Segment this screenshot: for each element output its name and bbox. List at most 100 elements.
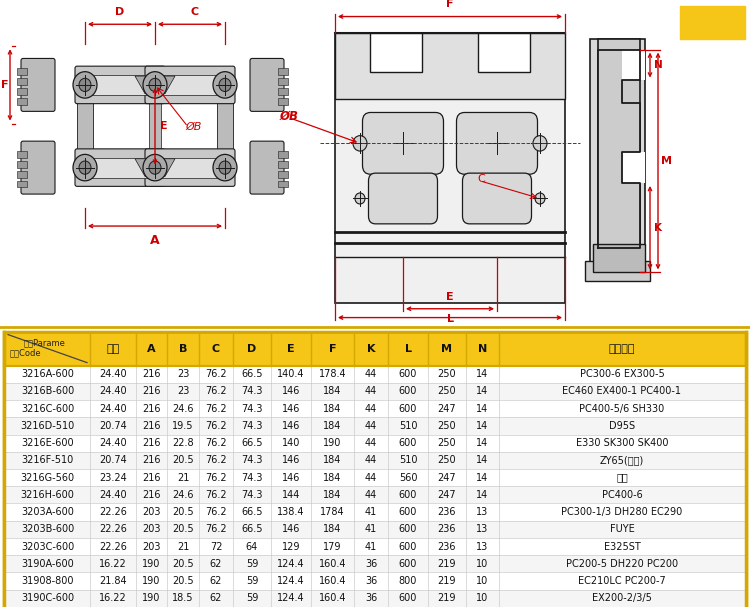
Text: 3203B-600: 3203B-600: [21, 524, 74, 534]
Text: 600: 600: [399, 438, 417, 448]
Text: B: B: [178, 344, 188, 354]
Text: 14: 14: [476, 404, 489, 414]
Text: 72: 72: [210, 541, 222, 552]
Text: ØB: ØB: [280, 109, 299, 122]
Text: 66.5: 66.5: [242, 438, 262, 448]
Bar: [4, 365, 746, 383]
Text: 179: 179: [323, 541, 342, 552]
Text: A: A: [147, 344, 156, 354]
Text: 20.5: 20.5: [172, 558, 194, 569]
Text: N: N: [654, 60, 663, 70]
Bar: [278, 69, 288, 75]
Text: 66.5: 66.5: [242, 507, 262, 517]
Text: 160.4: 160.4: [319, 576, 346, 586]
Text: ØB: ØB: [185, 122, 201, 132]
Bar: [217, 99, 233, 154]
Text: 216: 216: [142, 473, 160, 483]
Bar: [4, 572, 746, 589]
Text: 20.5: 20.5: [172, 455, 194, 466]
Bar: [278, 78, 288, 85]
Text: 203: 203: [142, 541, 160, 552]
Text: ZY65(黄河): ZY65(黄河): [600, 455, 644, 466]
Bar: [85, 75, 155, 95]
Text: PC300-6 EX300-5: PC300-6 EX300-5: [580, 369, 664, 379]
Text: 44: 44: [364, 473, 377, 483]
Text: 24.40: 24.40: [99, 490, 127, 500]
Text: 44: 44: [364, 490, 377, 500]
Bar: [278, 151, 288, 158]
Bar: [278, 98, 288, 105]
Bar: [4, 555, 746, 572]
Text: 44: 44: [364, 369, 377, 379]
Text: 250: 250: [438, 421, 456, 431]
Text: L: L: [446, 314, 454, 324]
Text: 146: 146: [282, 473, 300, 483]
Bar: [335, 33, 565, 304]
FancyBboxPatch shape: [368, 173, 437, 224]
Text: 76.2: 76.2: [206, 404, 226, 414]
Text: C: C: [478, 174, 485, 184]
Text: 24.6: 24.6: [172, 490, 194, 500]
Bar: [593, 243, 645, 273]
Text: 144: 144: [282, 490, 300, 500]
Text: 24.40: 24.40: [99, 438, 127, 448]
Bar: [77, 99, 93, 154]
Bar: [4, 521, 746, 538]
Bar: [4, 469, 746, 486]
Circle shape: [149, 161, 161, 174]
Text: 22.8: 22.8: [172, 438, 194, 448]
Bar: [4, 331, 746, 365]
Bar: [4, 589, 746, 607]
Polygon shape: [135, 76, 175, 93]
Text: 600: 600: [399, 369, 417, 379]
Text: 190: 190: [142, 593, 160, 603]
Text: 160.4: 160.4: [319, 558, 346, 569]
Text: 600: 600: [399, 558, 417, 569]
Polygon shape: [598, 50, 640, 248]
Bar: [585, 262, 650, 281]
Text: 24.40: 24.40: [99, 404, 127, 414]
Text: 44: 44: [364, 438, 377, 448]
Text: 216: 216: [142, 421, 160, 431]
Text: 247: 247: [438, 490, 456, 500]
Text: PC400-6: PC400-6: [602, 490, 642, 500]
Circle shape: [355, 193, 365, 204]
Bar: [4, 400, 746, 417]
Text: 31908-800: 31908-800: [21, 576, 74, 586]
Text: M: M: [442, 344, 452, 354]
Circle shape: [73, 154, 97, 181]
Text: 76.2: 76.2: [206, 490, 226, 500]
Text: 36: 36: [364, 576, 377, 586]
Text: 14: 14: [476, 387, 489, 396]
Circle shape: [213, 72, 237, 98]
Text: D95S: D95S: [609, 421, 635, 431]
Text: 184: 184: [323, 524, 342, 534]
Text: 219: 219: [438, 593, 456, 603]
Text: 24.6: 24.6: [172, 404, 194, 414]
Text: 3216A-600: 3216A-600: [21, 369, 74, 379]
Bar: [4, 417, 746, 435]
Text: EC210LC PC200-7: EC210LC PC200-7: [578, 576, 666, 586]
Text: 项目Parame: 项目Parame: [24, 339, 66, 348]
Text: 203: 203: [142, 524, 160, 534]
Text: 36: 36: [364, 593, 377, 603]
Text: 236: 236: [438, 507, 456, 517]
Text: 59: 59: [246, 593, 258, 603]
Text: 14: 14: [476, 438, 489, 448]
Text: 184: 184: [323, 455, 342, 466]
Text: 3216F-510: 3216F-510: [21, 455, 74, 466]
Bar: [278, 88, 288, 95]
Text: 22.26: 22.26: [99, 541, 127, 552]
Text: C: C: [191, 7, 199, 16]
Text: 190: 190: [142, 558, 160, 569]
Text: 236: 236: [438, 541, 456, 552]
Bar: [85, 158, 155, 177]
Text: 140: 140: [282, 438, 300, 448]
Text: EC460 EX400-1 PC400-1: EC460 EX400-1 PC400-1: [562, 387, 682, 396]
Text: C: C: [212, 344, 220, 354]
FancyBboxPatch shape: [21, 141, 55, 194]
Text: 3190C-600: 3190C-600: [21, 593, 74, 603]
Text: M: M: [661, 156, 672, 166]
Bar: [278, 171, 288, 177]
Bar: [155, 75, 225, 95]
